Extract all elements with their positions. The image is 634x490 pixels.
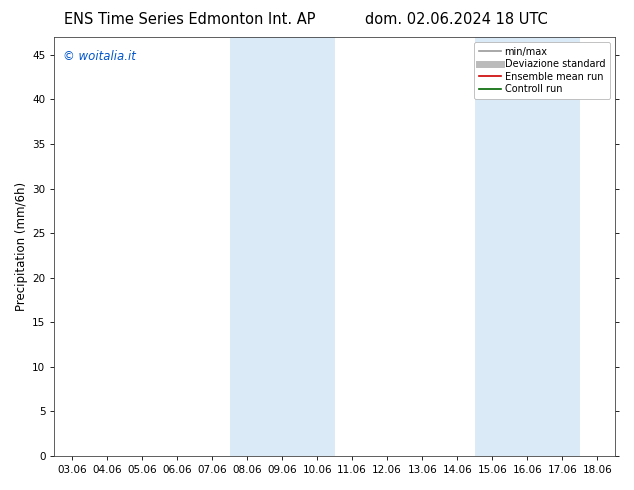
Text: ENS Time Series Edmonton Int. AP: ENS Time Series Edmonton Int. AP xyxy=(65,12,316,27)
Bar xyxy=(475,37,580,456)
Y-axis label: Precipitation (mm/6h): Precipitation (mm/6h) xyxy=(15,182,28,311)
Bar xyxy=(230,37,335,456)
Text: dom. 02.06.2024 18 UTC: dom. 02.06.2024 18 UTC xyxy=(365,12,548,27)
Legend: min/max, Deviazione standard, Ensemble mean run, Controll run: min/max, Deviazione standard, Ensemble m… xyxy=(474,42,610,99)
Text: © woitalia.it: © woitalia.it xyxy=(63,49,136,63)
